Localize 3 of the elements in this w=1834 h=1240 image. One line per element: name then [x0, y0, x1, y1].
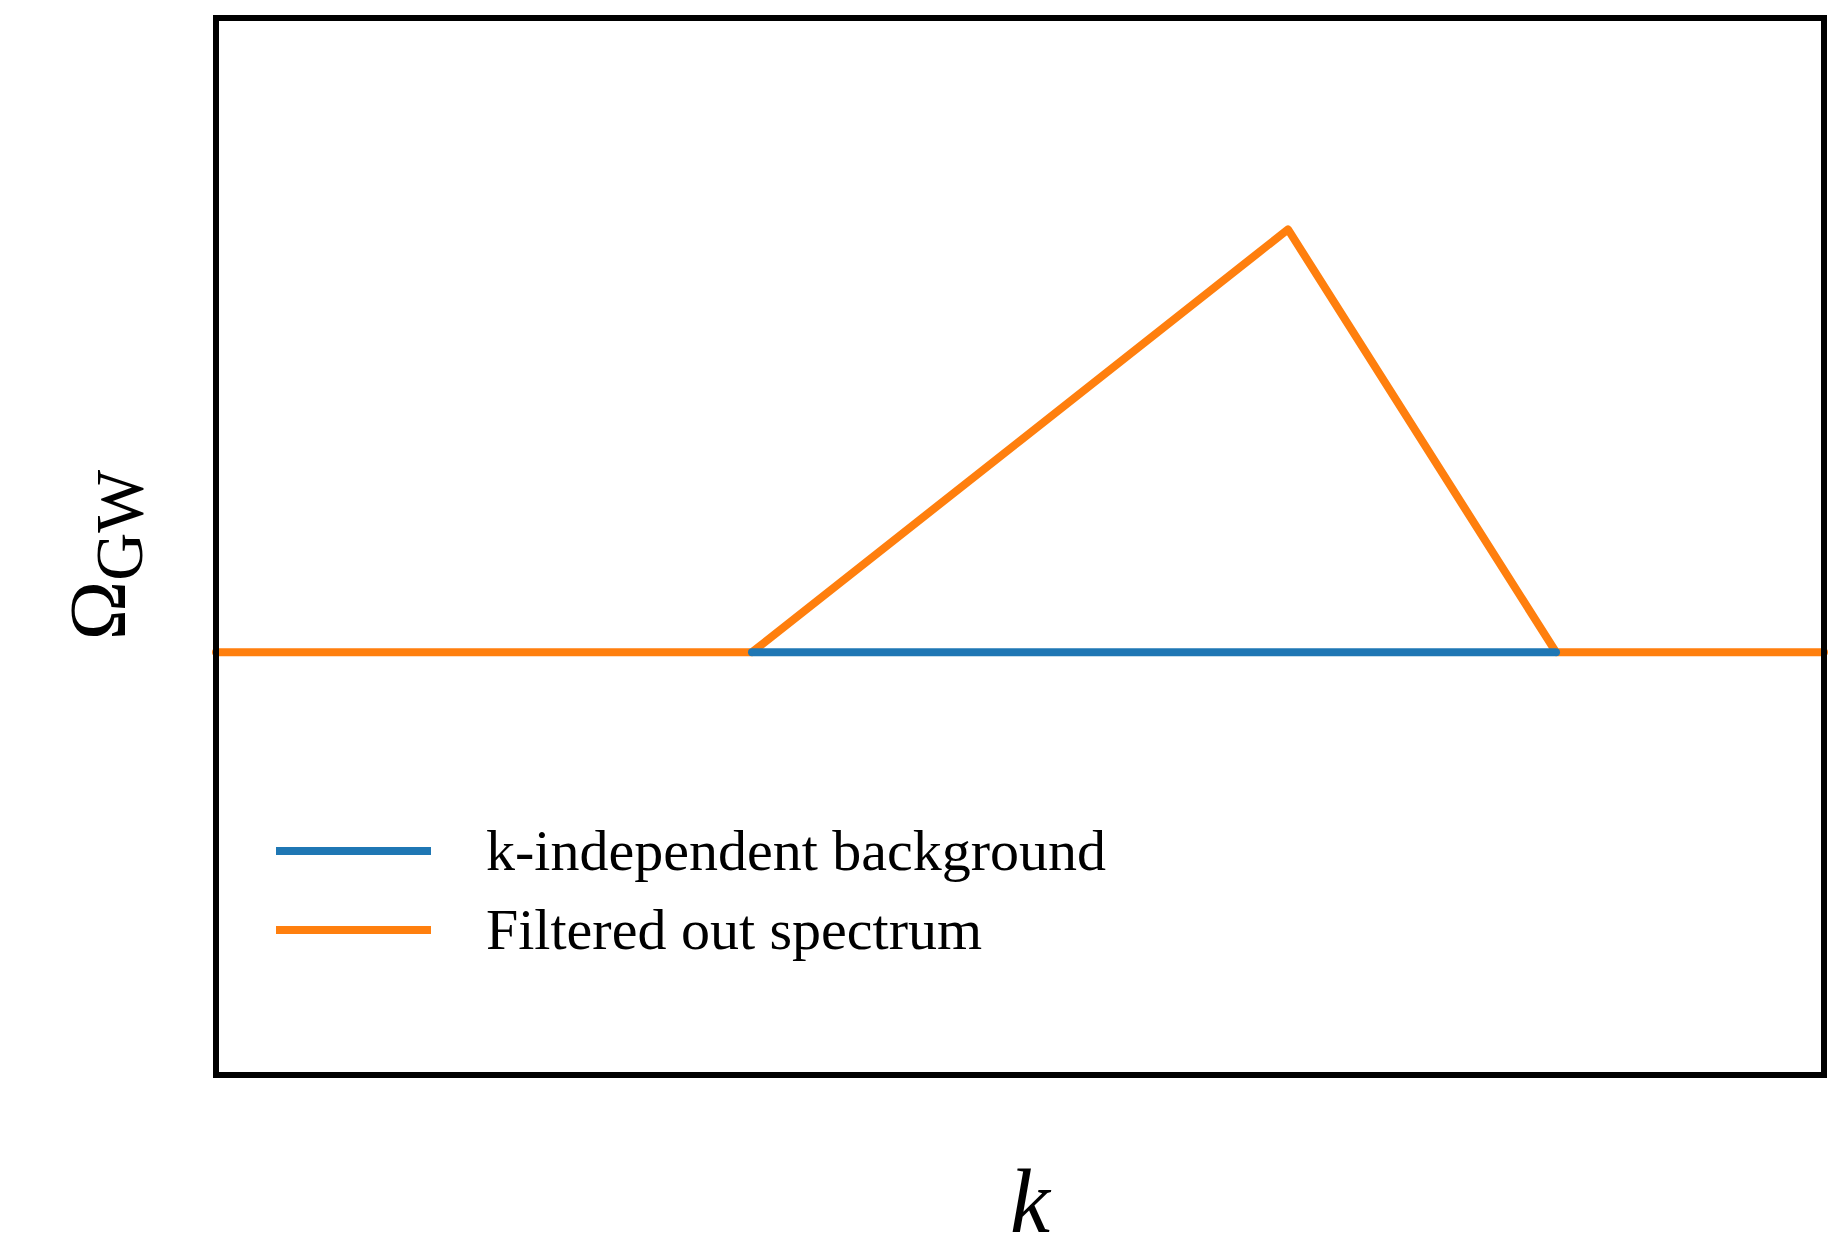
legend-label: Filtered out spectrum — [486, 896, 983, 963]
x-axis-title: k — [1010, 1151, 1050, 1240]
legend-label: k-independent background — [486, 817, 1107, 884]
